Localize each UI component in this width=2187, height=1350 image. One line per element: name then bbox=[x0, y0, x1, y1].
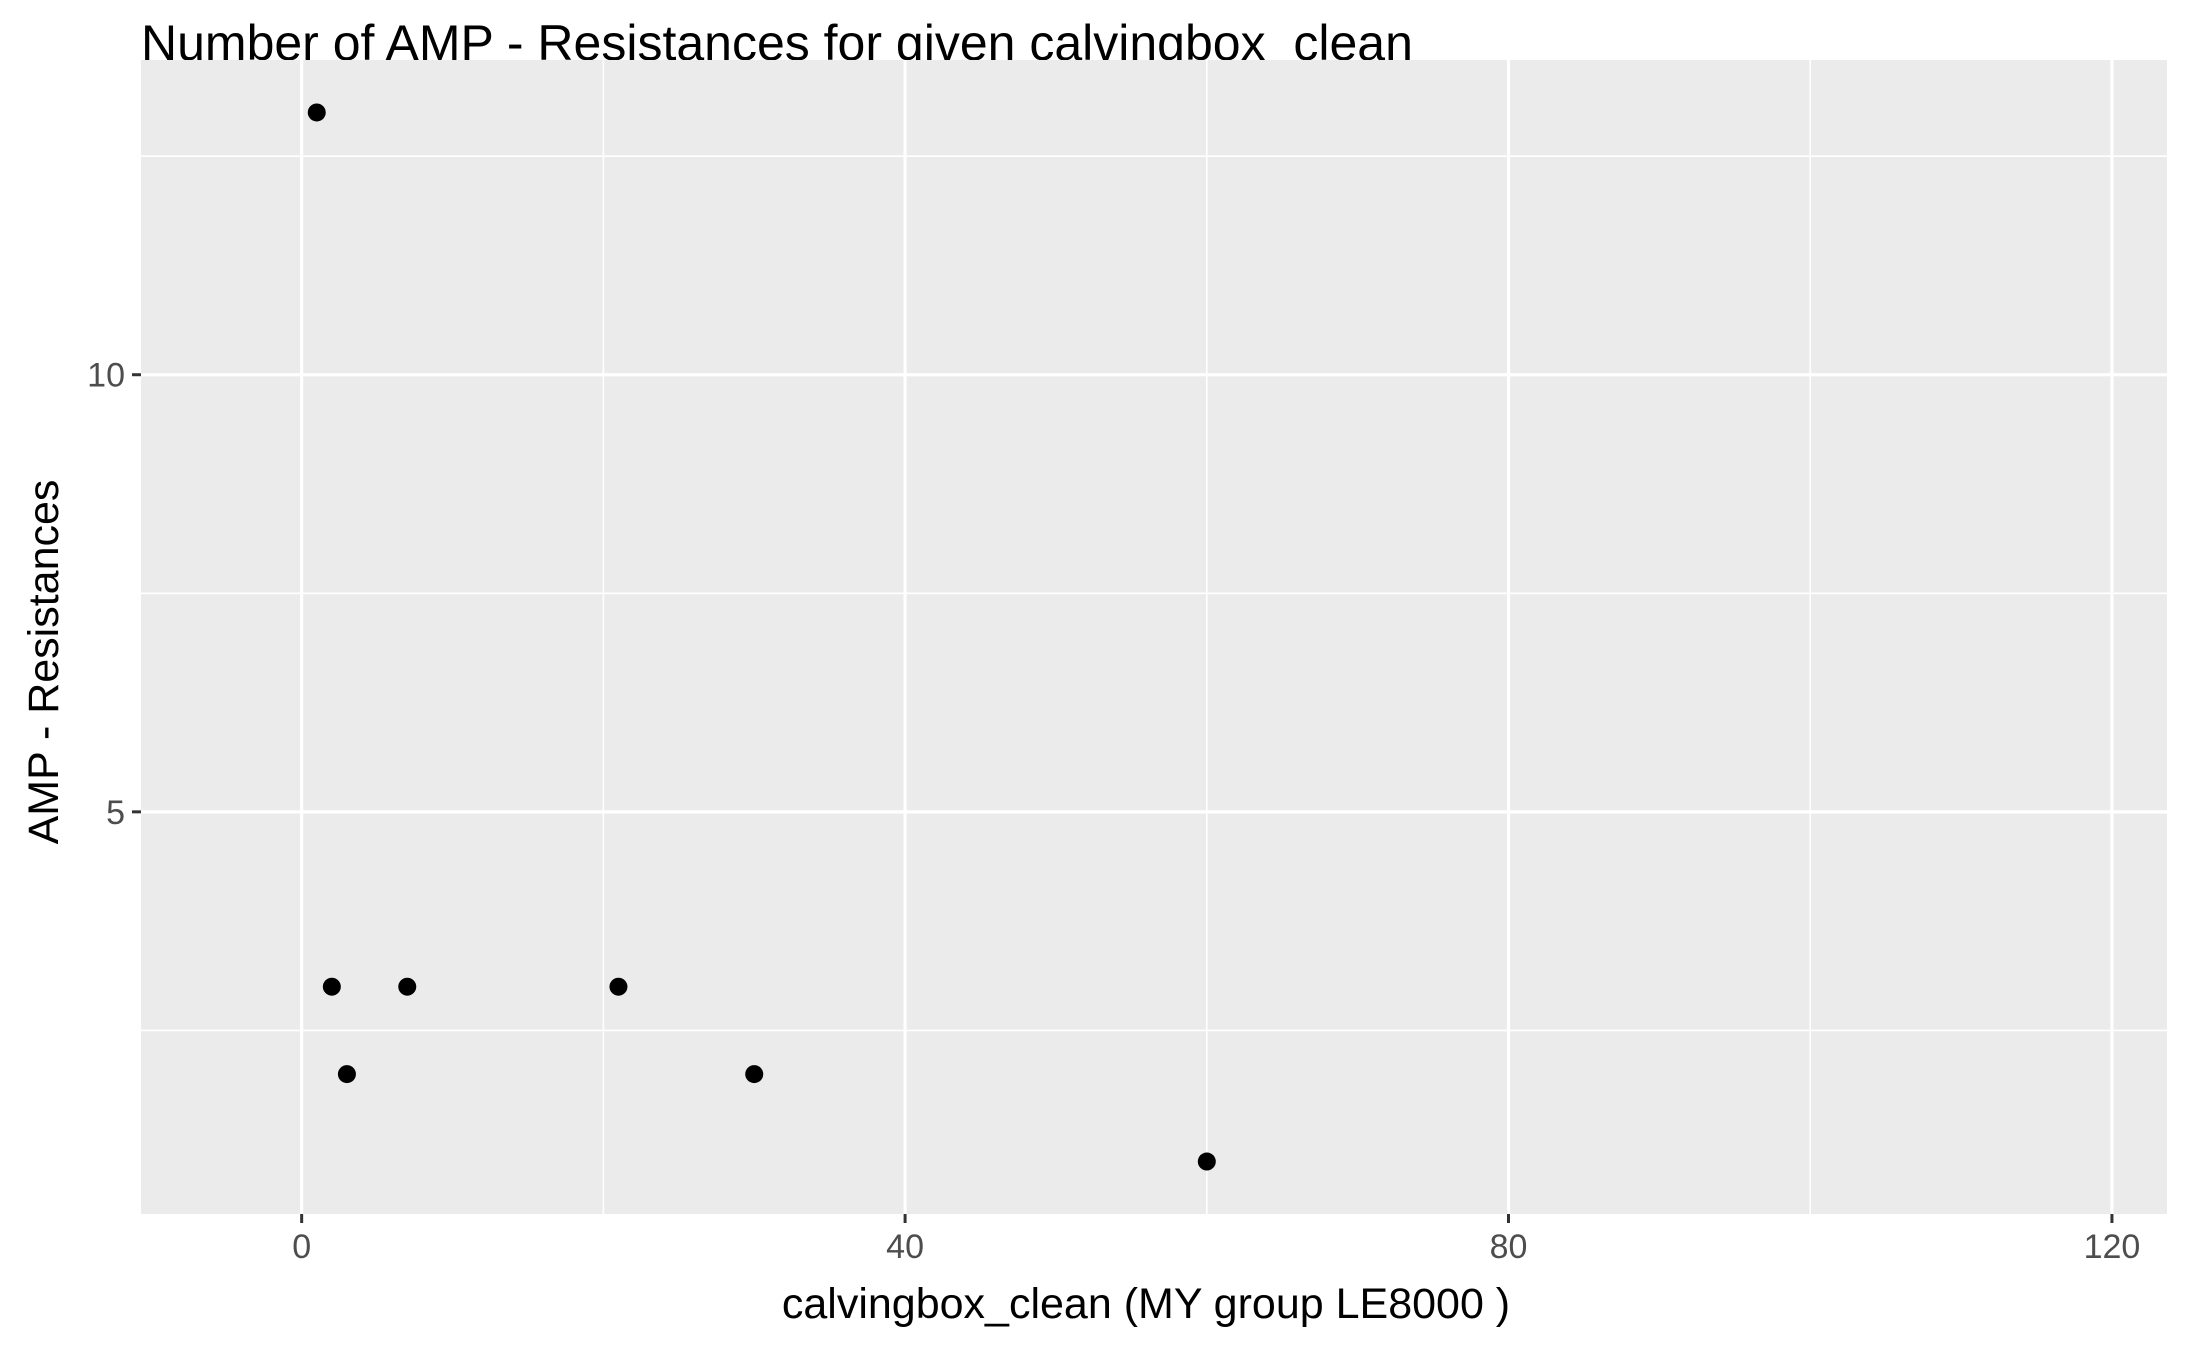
grid-lines bbox=[141, 60, 2167, 1214]
y-axis-title: AMP - Resistances bbox=[20, 480, 68, 845]
data-point bbox=[322, 977, 341, 996]
data-point bbox=[398, 977, 417, 996]
y-tick-label: 5 bbox=[106, 794, 125, 832]
x-tick-label: 80 bbox=[1490, 1228, 1528, 1266]
data-points bbox=[307, 103, 1216, 1171]
y-tick-label: 10 bbox=[87, 357, 125, 395]
data-point bbox=[337, 1065, 356, 1084]
data-point bbox=[609, 977, 628, 996]
data-point bbox=[745, 1065, 764, 1084]
axes: 0 40 80 120 5 10 bbox=[87, 357, 2140, 1266]
data-point bbox=[307, 103, 326, 122]
panel-background bbox=[141, 60, 2167, 1214]
plot-panel bbox=[141, 60, 2167, 1214]
x-tick-label: 40 bbox=[886, 1228, 924, 1266]
x-axis-title: calvingbox_clean (MY group LE8000 ) bbox=[782, 1280, 1510, 1328]
data-point bbox=[1197, 1152, 1216, 1171]
x-tick-label: 120 bbox=[2084, 1228, 2141, 1266]
x-tick-label: 0 bbox=[292, 1228, 311, 1266]
